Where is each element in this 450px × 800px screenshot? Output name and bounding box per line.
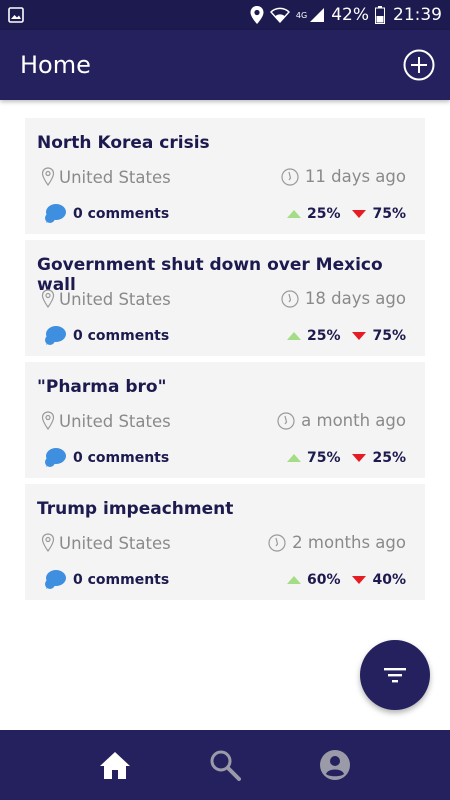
- post-location: United States: [41, 167, 171, 187]
- nav-search[interactable]: [200, 740, 250, 790]
- location-icon: [250, 6, 264, 24]
- network-type: 4G: [295, 11, 308, 20]
- battery-percent: 42%: [331, 5, 369, 25]
- post-location: United States: [41, 411, 171, 431]
- up-arrow-icon: [286, 454, 301, 462]
- status-right: 4G 42% 21:39: [250, 5, 442, 25]
- upvote-percent: 25%: [306, 328, 341, 344]
- filter-button[interactable]: [360, 640, 430, 710]
- comment-bubble-icon: [45, 326, 66, 345]
- upvote-percent: 60%: [306, 572, 341, 588]
- comments-count: 0 comments: [73, 206, 170, 222]
- time-ago-text: a month ago: [301, 411, 406, 430]
- bottom-nav: [0, 730, 450, 800]
- downvote-percent: 25%: [372, 450, 406, 466]
- upvote-button[interactable]: 60%: [286, 572, 341, 588]
- clock-icon: [281, 289, 299, 308]
- upvote-percent: 25%: [306, 206, 341, 222]
- post-card[interactable]: Trump impeachment United States 2 months…: [25, 484, 425, 600]
- down-arrow-icon: [352, 454, 367, 462]
- location-text: United States: [59, 411, 171, 431]
- downvote-button[interactable]: 75%: [352, 206, 406, 222]
- upvote-button[interactable]: 25%: [286, 328, 341, 344]
- location-pin-icon: [41, 289, 55, 309]
- post-time: 18 days ago: [281, 289, 406, 308]
- downvote-percent: 40%: [372, 572, 406, 588]
- comment-bubble-icon: [45, 570, 66, 589]
- home-icon: [100, 752, 130, 779]
- post-title: "Pharma bro": [37, 377, 167, 397]
- clock: 21:39: [393, 5, 442, 25]
- post-card[interactable]: North Korea crisis United States 11 days…: [25, 118, 425, 234]
- down-arrow-icon: [352, 210, 367, 218]
- comment-bubble-icon: [45, 448, 66, 467]
- comment-bubble-icon: [45, 204, 66, 223]
- downvote-button[interactable]: 25%: [352, 450, 406, 466]
- search-icon: [210, 750, 241, 781]
- down-arrow-icon: [352, 332, 367, 340]
- vote-bar: 25% 75%: [286, 328, 406, 344]
- comments-count: 0 comments: [73, 572, 170, 588]
- add-post-button[interactable]: [402, 48, 436, 82]
- clock-icon: [277, 411, 295, 430]
- location-pin-icon: [41, 411, 55, 431]
- status-left: [8, 7, 24, 23]
- location-pin-icon: [41, 167, 55, 187]
- comments-link[interactable]: 0 comments: [43, 569, 169, 591]
- status-bar: 4G 42% 21:39: [0, 0, 450, 30]
- downvote-button[interactable]: 75%: [352, 328, 406, 344]
- comments-link[interactable]: 0 comments: [43, 325, 169, 347]
- downvote-percent: 75%: [372, 206, 406, 222]
- down-arrow-icon: [352, 576, 367, 584]
- vote-bar: 75% 25%: [286, 450, 406, 466]
- vote-bar: 60% 40%: [286, 572, 406, 588]
- filter-icon: [384, 668, 406, 683]
- time-ago-text: 2 months ago: [292, 533, 406, 552]
- post-time: 11 days ago: [281, 167, 406, 186]
- vote-bar: 25% 75%: [286, 206, 406, 222]
- location-text: United States: [59, 533, 171, 553]
- post-card[interactable]: "Pharma bro" United States a month ago 0…: [25, 362, 425, 478]
- comments-count: 0 comments: [73, 450, 170, 466]
- post-time: 2 months ago: [268, 533, 406, 552]
- location-text: United States: [59, 289, 171, 309]
- upvote-percent: 75%: [306, 450, 341, 466]
- clock-icon: [281, 167, 299, 186]
- upvote-button[interactable]: 25%: [286, 206, 341, 222]
- comments-link[interactable]: 0 comments: [43, 447, 169, 469]
- up-arrow-icon: [286, 210, 301, 218]
- account-icon: [320, 750, 350, 780]
- time-ago-text: 11 days ago: [304, 167, 406, 186]
- comments-count: 0 comments: [73, 328, 170, 344]
- post-time: a month ago: [277, 411, 406, 430]
- up-arrow-icon: [286, 576, 301, 584]
- signal-icon: [310, 8, 325, 22]
- battery-icon: [375, 6, 385, 24]
- post-card[interactable]: Government shut down over Mexico wall Un…: [25, 240, 425, 356]
- post-title: Trump impeachment: [37, 499, 234, 519]
- page-title: Home: [20, 51, 91, 79]
- comments-link[interactable]: 0 comments: [43, 203, 169, 225]
- location-pin-icon: [41, 533, 55, 553]
- nav-home[interactable]: [90, 740, 140, 790]
- downvote-percent: 75%: [372, 328, 406, 344]
- app-bar: Home: [0, 30, 450, 100]
- plus-circle-icon: [403, 49, 435, 81]
- wifi-icon: [269, 7, 290, 23]
- gallery-notification-icon: [8, 7, 24, 23]
- downvote-button[interactable]: 40%: [352, 572, 406, 588]
- up-arrow-icon: [286, 332, 301, 340]
- clock-icon: [268, 533, 286, 552]
- post-list: North Korea crisis United States 11 days…: [25, 118, 425, 606]
- post-location: United States: [41, 533, 171, 553]
- post-location: United States: [41, 289, 171, 309]
- post-title: North Korea crisis: [37, 133, 210, 153]
- nav-profile[interactable]: [310, 740, 360, 790]
- upvote-button[interactable]: 75%: [286, 450, 341, 466]
- time-ago-text: 18 days ago: [304, 289, 406, 308]
- location-text: United States: [59, 167, 171, 187]
